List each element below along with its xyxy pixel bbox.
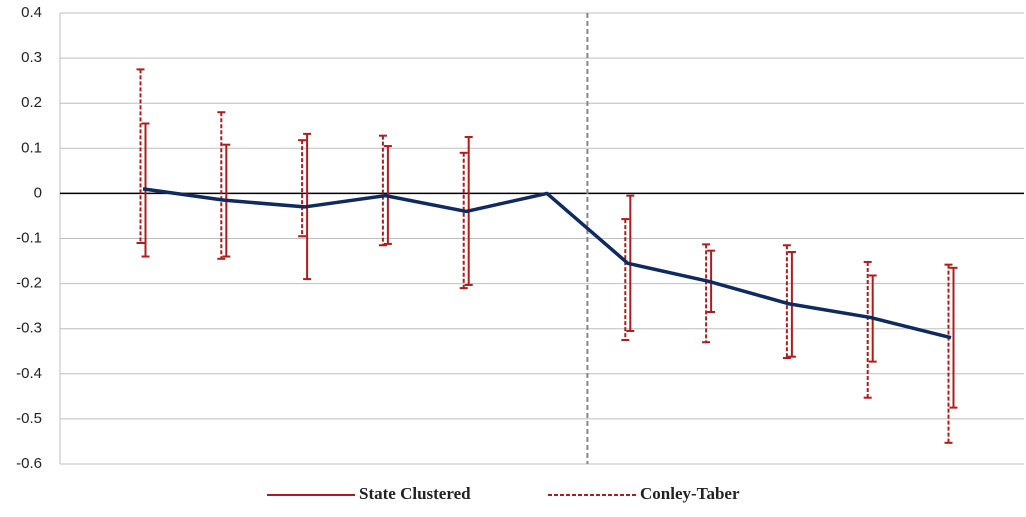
y-tick-label: -0.5 bbox=[16, 410, 42, 427]
y-tick-label: -0.2 bbox=[16, 275, 42, 292]
y-tick-label: -0.1 bbox=[16, 229, 42, 246]
estimate-line bbox=[142, 187, 952, 340]
y-tick-label: 0.2 bbox=[21, 94, 42, 111]
legend-label: State Clustered bbox=[359, 484, 471, 503]
y-tick-label: 0.3 bbox=[21, 49, 42, 66]
y-tick-label: 0 bbox=[34, 184, 42, 201]
y-tick-label: -0.6 bbox=[16, 455, 42, 472]
y-tick-label: 0.1 bbox=[21, 139, 42, 156]
y-tick-label: -0.3 bbox=[16, 320, 42, 337]
legend-label: Conley-Taber bbox=[640, 484, 740, 503]
y-tick-label: 0.4 bbox=[21, 4, 42, 21]
y-tick-label: -0.4 bbox=[16, 365, 42, 382]
